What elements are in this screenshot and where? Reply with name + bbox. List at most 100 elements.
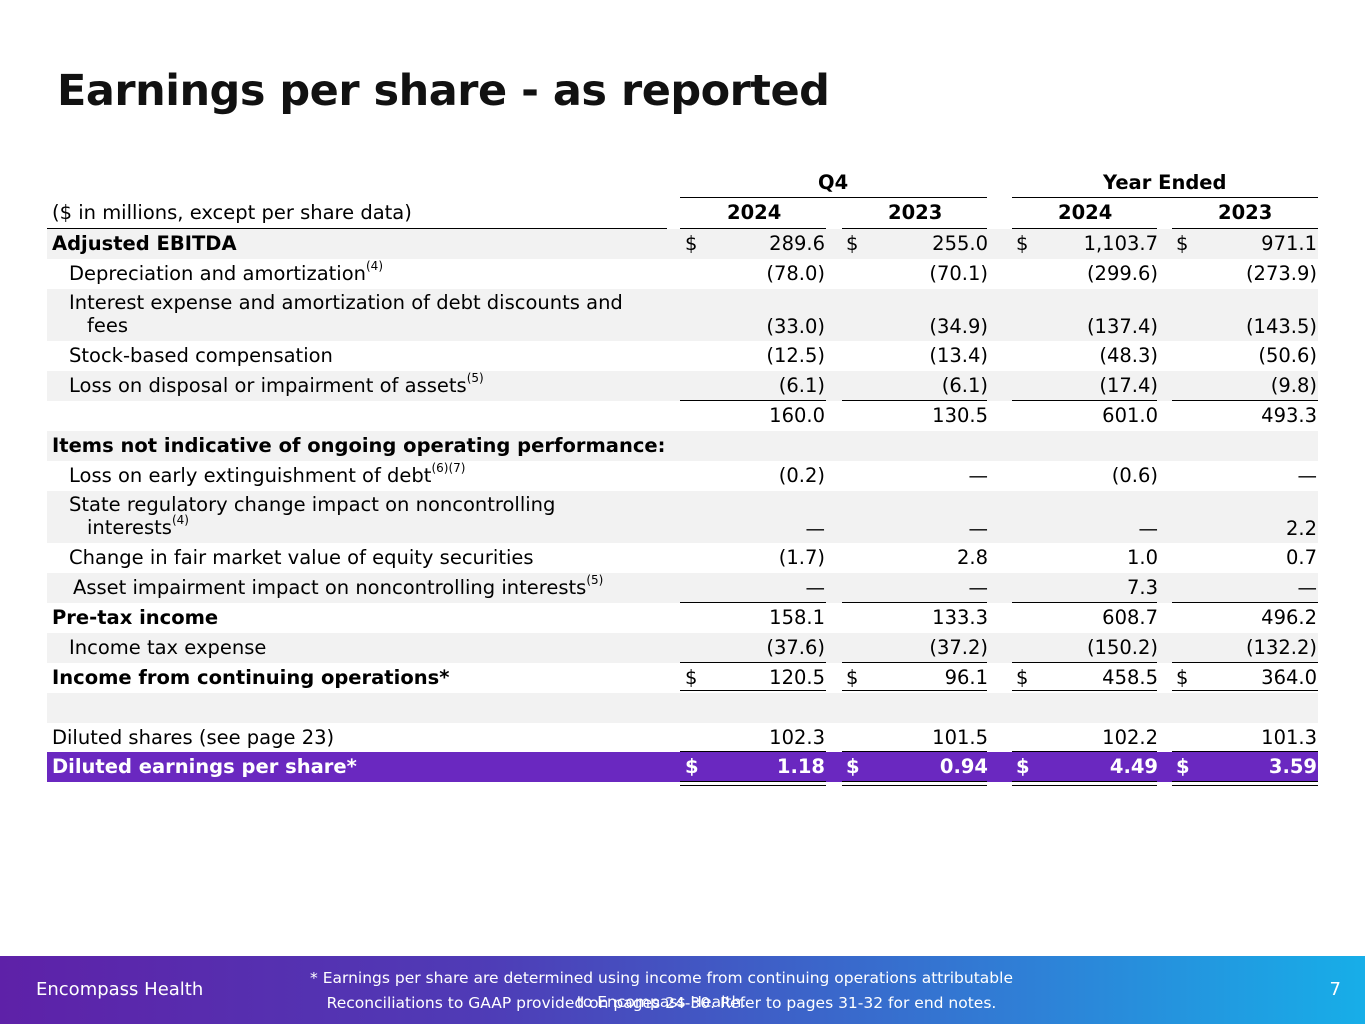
value-year-2023: 101.3 xyxy=(1261,726,1317,749)
dollar-sign: $ xyxy=(1176,755,1190,778)
value-q4-2023: 255.0 xyxy=(932,232,988,255)
group-underline-year-ended xyxy=(1012,197,1318,198)
table-row: Loss on early extinguishment of debt(6)(… xyxy=(47,461,1318,491)
value-q4-2023: — xyxy=(968,464,989,487)
value-year-2023: (50.6) xyxy=(1258,344,1317,367)
value-q4-2023: 101.5 xyxy=(932,726,988,749)
value-q4-2024: (78.0) xyxy=(766,262,825,285)
value-year-2023: 3.59 xyxy=(1268,755,1317,778)
table-row: Diluted shares (see page 23) 102.3 101.5… xyxy=(47,723,1318,753)
group-header-q4: Q4 xyxy=(818,171,849,194)
table-row: Loss on disposal or impairment of assets… xyxy=(47,371,1318,401)
row-label: Adjusted EBITDA xyxy=(52,232,237,255)
row-label: Interest expense and amortization of deb… xyxy=(69,291,623,337)
value-year-2024: 4.49 xyxy=(1109,755,1158,778)
value-year-2024: 601.0 xyxy=(1102,404,1158,427)
value-q4-2023: (13.4) xyxy=(929,344,988,367)
subtotal-rule xyxy=(1012,400,1157,401)
value-q4-2024: (1.7) xyxy=(778,546,825,569)
subtotal-rule xyxy=(842,751,987,752)
row-label: Loss on early extinguishment of debt(6)(… xyxy=(69,460,466,488)
subtotal-rule xyxy=(680,662,826,663)
group-underline-q4 xyxy=(680,197,987,198)
page-title: Earnings per share - as reported xyxy=(57,66,830,116)
value-q4-2023: (34.9) xyxy=(929,315,988,338)
subtotal-rule xyxy=(842,400,987,401)
total-double-rule xyxy=(1172,781,1318,786)
brand-name: Encompass Health xyxy=(36,979,204,1000)
value-year-2024: 1.0 xyxy=(1126,546,1158,569)
row-label: Loss on disposal or impairment of assets… xyxy=(69,370,484,398)
footnote-line-2: Reconciliations to GAAP provided on page… xyxy=(326,994,997,1012)
row-label: State regulatory change impact on noncon… xyxy=(69,493,556,539)
row-label: Diluted earnings per share* xyxy=(52,755,357,778)
row-label: Change in fair market value of equity se… xyxy=(69,546,534,569)
footnote-ref: (5) xyxy=(466,370,484,385)
value-q4-2023: 133.3 xyxy=(932,606,988,629)
footer-bar: Encompass Health * Earnings per share ar… xyxy=(0,956,1365,1024)
dollar-sign: $ xyxy=(846,666,859,689)
value-year-2023: (9.8) xyxy=(1270,374,1317,397)
value-year-2023: 0.7 xyxy=(1285,546,1317,569)
value-year-2024: (0.6) xyxy=(1111,464,1158,487)
dollar-sign: $ xyxy=(685,666,698,689)
col-header-q4-2024: 2024 xyxy=(727,201,782,224)
col-header-year-2024: 2024 xyxy=(1058,201,1113,224)
value-q4-2024: 120.5 xyxy=(769,666,825,689)
table-row: State regulatory change impact on noncon… xyxy=(47,491,1318,543)
total-double-rule xyxy=(680,781,826,786)
table-row: Pre-tax income 158.1 133.3 608.7 496.2 xyxy=(47,603,1318,633)
value-q4-2023: — xyxy=(968,576,989,599)
row-label: Pre-tax income xyxy=(52,606,219,629)
subtotal-rule xyxy=(1012,662,1157,663)
value-q4-2023: 0.94 xyxy=(939,755,988,778)
table-row: Asset impairment impact on noncontrollin… xyxy=(47,573,1318,603)
subtotal-rule xyxy=(680,751,826,752)
value-q4-2023: (6.1) xyxy=(941,374,988,397)
table-row: Stock-based compensation (12.5) (13.4) (… xyxy=(47,341,1318,371)
footnote-ref: (4) xyxy=(171,512,189,527)
row-label: Income from continuing operations* xyxy=(52,666,450,689)
value-year-2024: 458.5 xyxy=(1102,666,1158,689)
units-label: ($ in millions, except per share data) xyxy=(52,201,412,224)
value-year-2024: 608.7 xyxy=(1102,606,1158,629)
subtotal-rule xyxy=(1172,751,1318,752)
value-year-2023: 493.3 xyxy=(1261,404,1317,427)
value-q4-2024: (12.5) xyxy=(766,344,825,367)
row-label: Diluted shares (see page 23) xyxy=(52,726,335,749)
value-q4-2024: (0.2) xyxy=(778,464,825,487)
value-year-2024: (17.4) xyxy=(1099,374,1158,397)
value-year-2023: 971.1 xyxy=(1261,232,1317,255)
value-q4-2024: 102.3 xyxy=(769,726,825,749)
value-year-2023: 2.2 xyxy=(1285,517,1317,540)
value-q4-2024: — xyxy=(805,517,826,540)
subtotal-rule xyxy=(680,602,826,603)
value-q4-2023: 96.1 xyxy=(944,666,988,689)
value-year-2023: — xyxy=(1297,464,1318,487)
subtotal-rule xyxy=(1012,602,1157,603)
dollar-sign: $ xyxy=(1016,666,1029,689)
col-underline-1 xyxy=(680,228,826,229)
value-year-2023: (132.2) xyxy=(1245,636,1317,659)
value-year-2023: 496.2 xyxy=(1261,606,1317,629)
value-q4-2023: — xyxy=(968,517,989,540)
value-year-2024: (48.3) xyxy=(1099,344,1158,367)
value-q4-2023: 130.5 xyxy=(932,404,988,427)
col-underline-2 xyxy=(842,228,987,229)
value-q4-2024: (33.0) xyxy=(766,315,825,338)
total-double-rule xyxy=(842,781,987,786)
dollar-sign: $ xyxy=(1016,232,1029,255)
subtotal-rule xyxy=(1172,662,1318,663)
spacer-row xyxy=(47,693,1318,723)
page-number: 7 xyxy=(1329,979,1341,1000)
footnote-line-1: * Earnings per share are determined usin… xyxy=(310,969,1013,1011)
dollar-sign: $ xyxy=(846,755,860,778)
value-year-2024: (150.2) xyxy=(1086,636,1158,659)
value-q4-2024: — xyxy=(805,576,826,599)
value-year-2023: — xyxy=(1297,576,1318,599)
value-year-2024: (299.6) xyxy=(1086,262,1158,285)
col-underline-3 xyxy=(1012,228,1157,229)
value-year-2023: (143.5) xyxy=(1245,315,1317,338)
row-label: Stock-based compensation xyxy=(69,344,333,367)
subtotal-rule xyxy=(680,400,826,401)
